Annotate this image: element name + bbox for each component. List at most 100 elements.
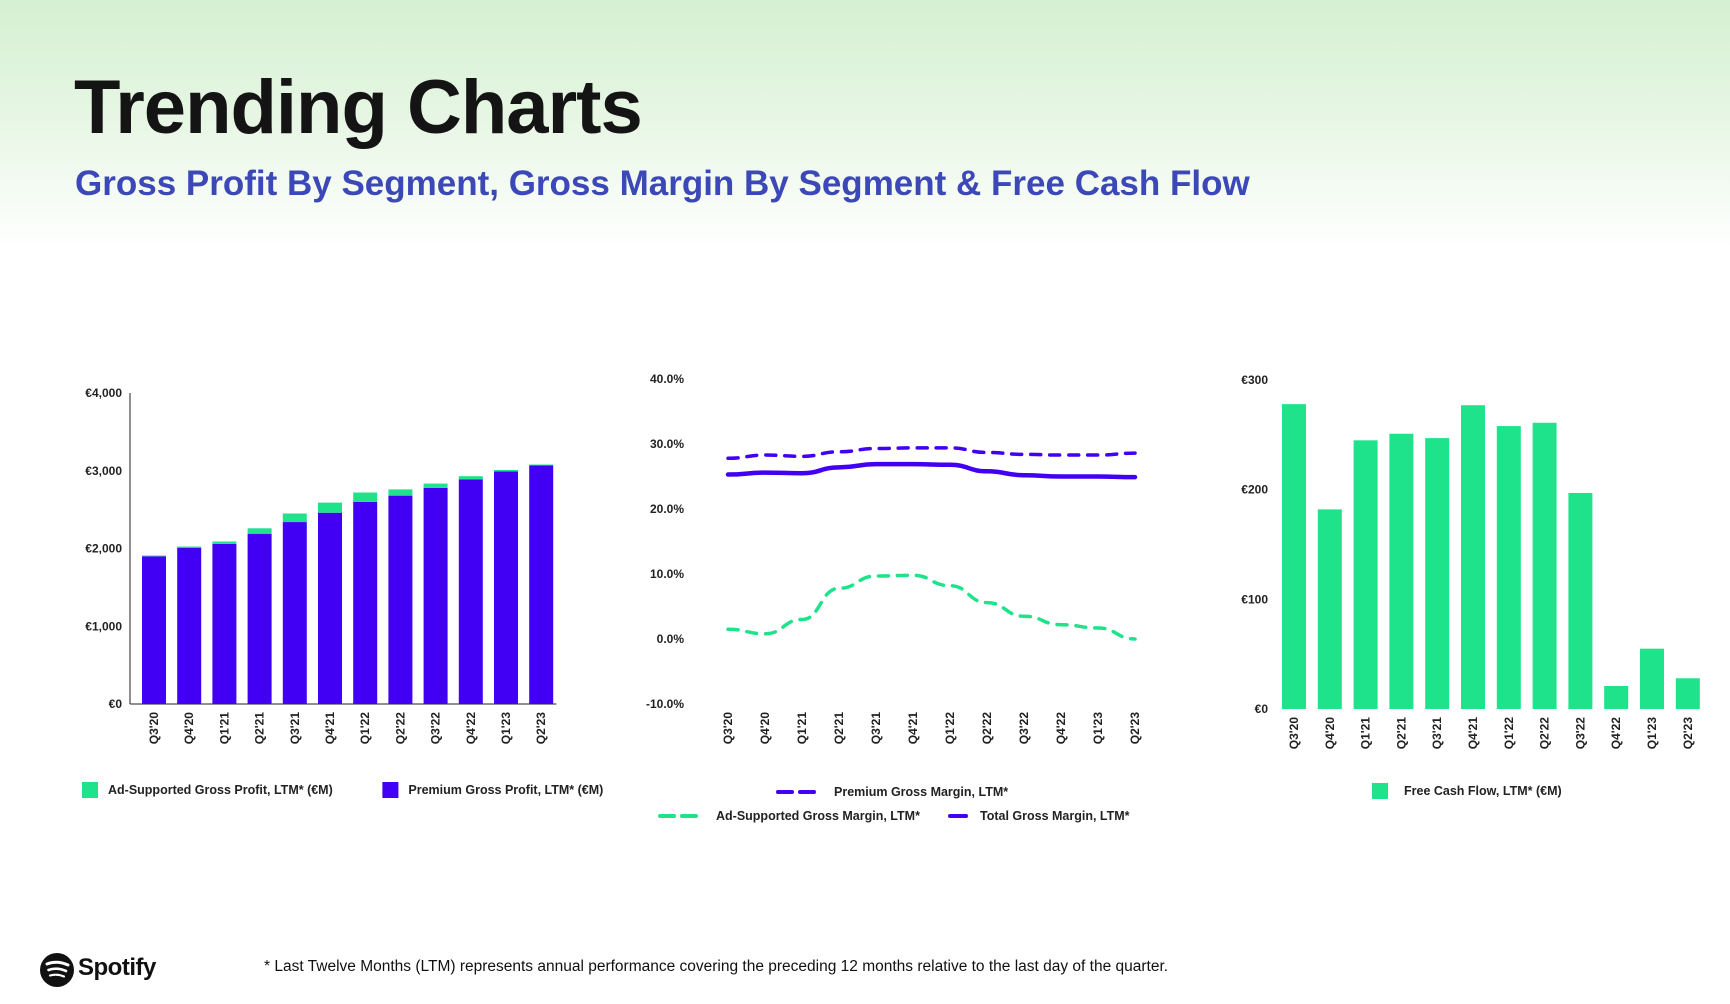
free-cash-flow-bar: [1425, 438, 1450, 709]
gross-margin-chart: -10.0% 0.0% 10.0% 20.0% 30.0% 40.0% Q3'20 Q4'20…: [646, 372, 1142, 823]
premium-gross-profit-bar: [353, 501, 378, 704]
x-tick-label: Q3'22: [1017, 712, 1031, 745]
legend-label: Premium Gross Margin, LTM*: [834, 785, 1008, 799]
x-tick-label: Q1'22: [943, 712, 957, 745]
ad-supported-gross-profit-bar: [177, 546, 202, 548]
y-tick-label: €2,000: [85, 542, 122, 556]
x-tick-label: Q3'21: [1430, 717, 1444, 750]
ad-supported-gross-profit-bar: [142, 555, 166, 557]
free-cash-flow-bar: [1640, 648, 1664, 709]
x-tick-label: Q2'23: [534, 712, 548, 745]
x-tick-label: Q2'22: [393, 712, 407, 745]
x-tick-label: Q1'22: [1502, 717, 1516, 750]
x-tick-label: Q1'23: [1091, 712, 1105, 745]
y-tick-label: 10.0%: [650, 567, 684, 581]
premium-gross-profit-bar: [212, 543, 237, 704]
free-cash-flow-bar: [1282, 404, 1306, 709]
premium-gross-profit-bar: [388, 495, 413, 704]
y-tick-label: 20.0%: [650, 502, 684, 516]
x-tick-label: Q4'21: [1466, 717, 1480, 750]
x-tick-label: Q4'21: [323, 712, 337, 745]
x-tick-label: Q2'23: [1128, 712, 1142, 745]
ad-supported-gross-profit-bar: [318, 502, 342, 513]
x-tick-label: Q2'21: [253, 712, 267, 745]
premium-gross-margin-line: [726, 446, 1137, 461]
y-tick-label: €0: [1255, 702, 1269, 716]
premium-gross-profit-bar: [318, 512, 342, 704]
free-cash-flow-bar: [1604, 685, 1629, 709]
x-tick-label: Q1'22: [358, 712, 372, 745]
y-tick-label: €200: [1241, 483, 1268, 497]
x-tick-label: Q1'23: [499, 712, 513, 745]
ad-supported-gross-profit-bar: [458, 476, 483, 480]
x-tick-label: Q2'23: [1681, 717, 1695, 750]
x-tick-label: Q3'20: [1287, 717, 1301, 750]
ad-supported-gross-profit-bar: [212, 541, 237, 544]
x-tick-label: Q3'21: [869, 712, 883, 745]
free-cash-flow-chart: €0 €100 €200 €300 Q3'20 Q4'20 Q1'21 Q2'21 Q3'21 Q…: [1241, 373, 1700, 799]
free-cash-flow-bar: [1496, 426, 1521, 709]
legend-label: Premium Gross Profit, LTM* (€M): [408, 783, 603, 797]
page-title: Trending Charts: [74, 65, 643, 150]
y-tick-label: €300: [1241, 373, 1268, 387]
legend-label: Ad-Supported Gross Profit, LTM* (€M): [108, 783, 333, 797]
premium-gross-profit-bar: [458, 479, 483, 704]
x-tick-label: Q3'22: [1573, 717, 1587, 750]
free-cash-flow-bar: [1568, 492, 1593, 709]
legend-label: Total Gross Margin, LTM*: [980, 809, 1130, 823]
x-tick-label: Q2'22: [980, 712, 994, 745]
y-tick-label: €0: [109, 697, 123, 711]
free-cash-flow-bar: [1461, 405, 1485, 709]
legend-label: Ad-Supported Gross Margin, LTM*: [716, 809, 920, 823]
x-tick-label: Q1'21: [1359, 717, 1373, 750]
ad-supported-gross-profit-bar: [282, 513, 307, 523]
x-tick-label: Q2'22: [1538, 717, 1552, 750]
y-tick-label: -10.0%: [646, 697, 684, 711]
footnote: * Last Twelve Months (LTM) represents an…: [264, 958, 1169, 975]
ad-supported-gross-profit-bar: [423, 483, 448, 488]
premium-gross-profit-bar: [282, 522, 307, 704]
x-tick-label: Q4'20: [1323, 717, 1337, 750]
y-tick-label: €1,000: [85, 619, 122, 633]
x-tick-label: Q4'21: [906, 712, 920, 745]
x-tick-label: Q3'22: [429, 712, 443, 745]
legend-item-0-swatch: [1372, 783, 1388, 799]
x-tick-label: Q4'20: [182, 712, 196, 745]
premium-gross-profit-bar: [142, 556, 166, 704]
legend-item-1-swatch: [382, 782, 399, 798]
x-tick-label: Q3'20: [147, 712, 161, 745]
spotify-logo-text: Spotify: [78, 954, 156, 981]
ad-supported-gross-profit-bar: [529, 464, 554, 466]
gross-profit-chart: €0 €1,000 €2,000 €3,000 €4,000 Q3'20 Q4'20 Q1'2…: [82, 386, 603, 798]
free-cash-flow-bar: [1675, 678, 1700, 709]
x-tick-label: Q1'21: [217, 712, 231, 745]
x-tick-label: Q3'21: [288, 712, 302, 745]
free-cash-flow-bar: [1353, 440, 1378, 709]
free-cash-flow-bar: [1317, 509, 1342, 709]
y-tick-label: €3,000: [85, 464, 122, 478]
premium-gross-profit-bar: [177, 547, 202, 704]
ad-supported-gross-profit-bar: [388, 489, 413, 496]
spotify-logo-icon: [40, 953, 74, 987]
ad-supported-gross-profit-bar: [353, 492, 378, 502]
premium-gross-profit-bar: [529, 465, 554, 704]
ad-supported-gross-profit-bar: [247, 528, 272, 534]
free-cash-flow-bar: [1532, 422, 1557, 709]
premium-gross-profit-bar: [494, 471, 518, 704]
ad-supported-gross-profit-bar: [494, 469, 518, 472]
x-tick-label: Q2'21: [1394, 717, 1408, 750]
premium-gross-profit-bar: [247, 533, 272, 704]
free-cash-flow-bar: [1389, 433, 1414, 709]
x-tick-label: Q4'22: [464, 712, 478, 745]
legend-item-0-swatch: [82, 782, 98, 798]
y-tick-label: €100: [1241, 592, 1268, 606]
ad-supported-gross-margin-line: [726, 573, 1137, 641]
legend-label: Free Cash Flow, LTM* (€M): [1404, 784, 1562, 798]
y-tick-label: 30.0%: [650, 437, 684, 451]
y-tick-label: €4,000: [85, 386, 122, 400]
x-tick-label: Q1'21: [795, 712, 809, 745]
page-subtitle: Gross Profit By Segment, Gross Margin By…: [75, 164, 1250, 203]
y-tick-label: 40.0%: [650, 372, 684, 386]
premium-gross-profit-bar: [423, 487, 448, 704]
x-tick-label: Q4'22: [1609, 717, 1623, 750]
